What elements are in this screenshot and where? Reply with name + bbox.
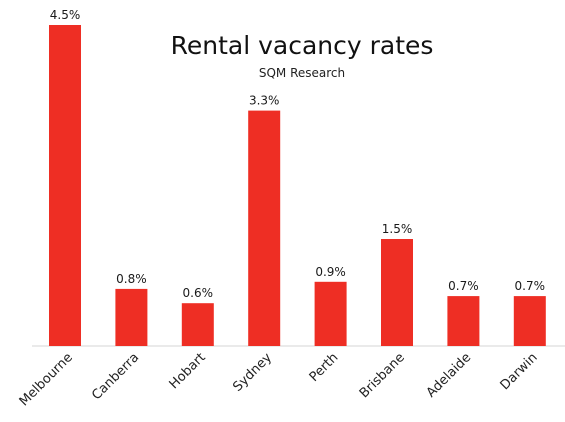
data-label-melbourne: 4.5% (50, 8, 81, 22)
bar-sydney (248, 110, 281, 346)
bars-group (49, 25, 546, 346)
x-tick-label-melbourne: Melbourne (17, 350, 76, 409)
data-label-darwin: 0.7% (515, 279, 546, 293)
bar-adelaide (447, 296, 480, 346)
x-tick-label-adelaide: Adelaide (424, 350, 474, 400)
x-tick-label-brisbane: Brisbane (357, 350, 408, 401)
data-label-perth: 0.9% (315, 265, 346, 279)
x-tick-label-sydney: Sydney (230, 350, 275, 395)
bar-perth (314, 281, 347, 346)
data-label-adelaide: 0.7% (448, 279, 479, 293)
bar-hobart (181, 303, 214, 346)
data-label-canberra: 0.8% (116, 272, 147, 286)
x-tick-label-hobart: Hobart (167, 350, 209, 392)
chart-subtitle: SQM Research (259, 66, 345, 80)
data-label-sydney: 3.3% (249, 94, 280, 108)
chart-title: Rental vacancy rates (171, 31, 434, 60)
data-label-hobart: 0.6% (183, 286, 214, 300)
bar-brisbane (381, 239, 413, 346)
bar-canberra (115, 288, 148, 346)
x-tick-label-darwin: Darwin (498, 350, 541, 393)
bar-labels-group: 4.5% 0.8% 0.6% 3.3% 0.9% 1.5% 0.7% 0.7% (50, 8, 545, 300)
data-label-brisbane: 1.5% (382, 222, 413, 236)
bar-darwin (513, 296, 546, 346)
x-tick-label-canberra: Canberra (89, 350, 142, 403)
bar-melbourne (49, 25, 81, 346)
x-tick-label-perth: Perth (307, 350, 342, 385)
tick-labels-group: Melbourne Canberra Hobart Sydney Perth Brisba… (17, 350, 541, 409)
